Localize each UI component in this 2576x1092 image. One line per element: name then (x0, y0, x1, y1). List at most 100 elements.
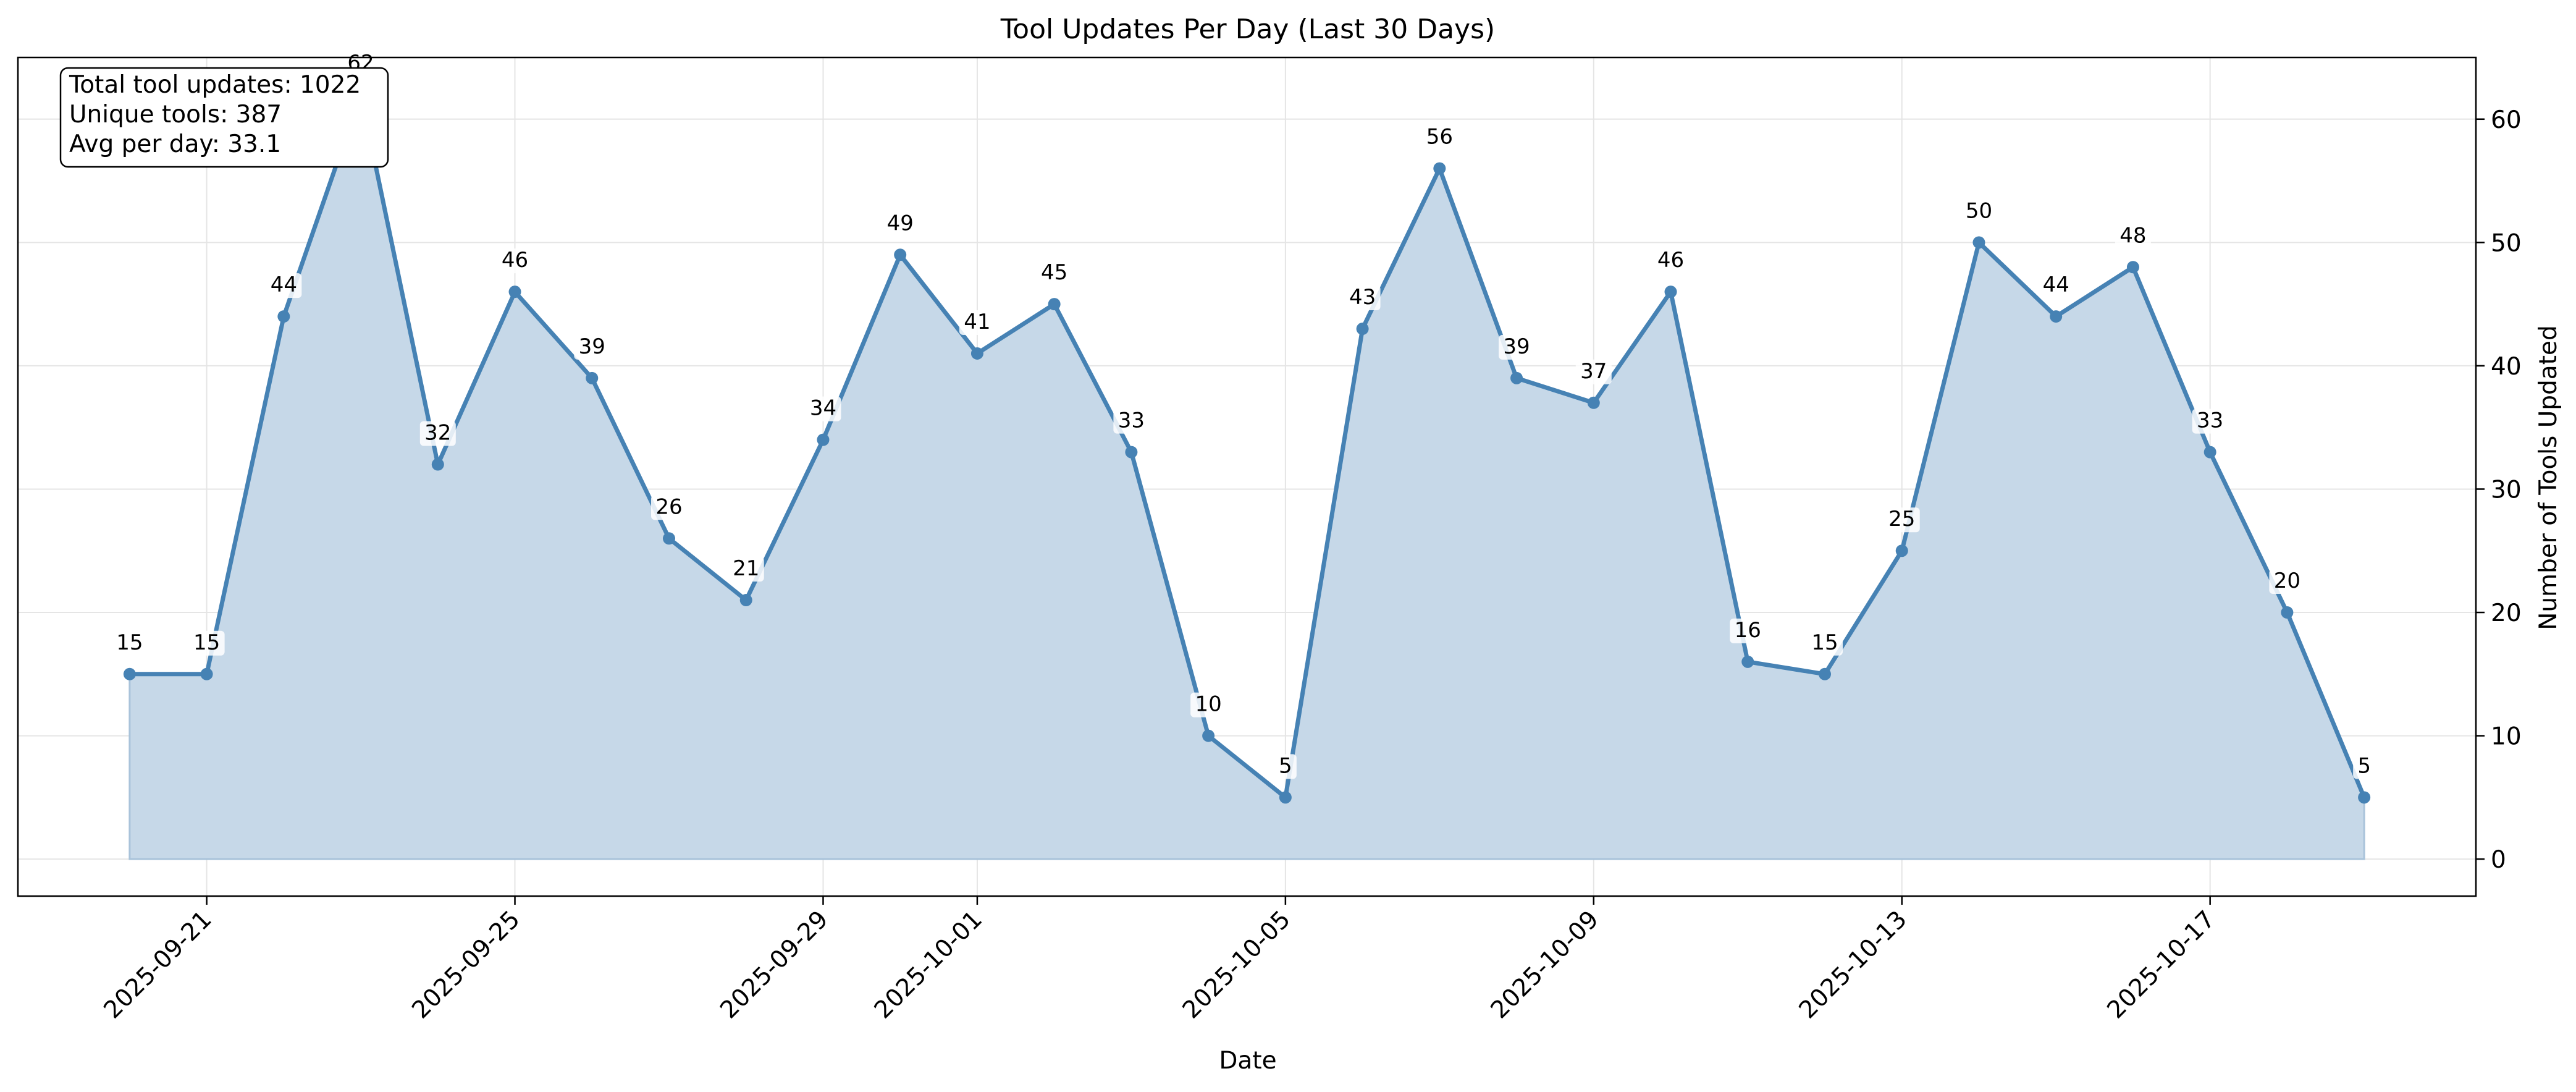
data-label: 33 (2197, 408, 2223, 433)
stats-box-frame (59, 67, 389, 168)
data-point (662, 532, 675, 545)
y-tick-label: 20 (2491, 599, 2522, 627)
data-label-bg (1344, 286, 1381, 311)
stats-unique-tools: Unique tools: 387 (69, 101, 282, 129)
data-point (1433, 162, 1446, 175)
x-axis-label: Date (1219, 1047, 1276, 1075)
data-label-bg (419, 421, 456, 446)
data-point (1510, 371, 1523, 384)
x-tick-label: 2025-09-29 (715, 905, 833, 1024)
data-point (586, 371, 599, 384)
data-label: 48 (2119, 223, 2146, 248)
data-label: 5 (2357, 753, 2371, 778)
x-tick-label: 2025-09-25 (407, 905, 526, 1024)
data-point (1125, 446, 1138, 459)
data-label: 46 (502, 248, 528, 273)
data-point (200, 667, 213, 680)
data-point (2126, 261, 2139, 274)
x-tick-label: 2025-10-05 (1177, 905, 1296, 1024)
x-tick-label: 2025-10-09 (1486, 905, 1604, 1024)
stats-box: Total tool updates: 1022 Unique tools: 3… (59, 67, 389, 168)
plot-area (17, 56, 2477, 897)
data-label: 15 (193, 630, 220, 655)
data-label-bg (188, 630, 225, 656)
data-point (277, 310, 290, 323)
data-point (2203, 446, 2216, 459)
data-point (1819, 667, 1832, 680)
chart-title: Tool Updates Per Day (Last 30 Days) (1000, 14, 1495, 45)
data-point (970, 347, 983, 360)
data-point (2050, 310, 2063, 323)
data-label-bg (111, 630, 148, 656)
data-label-bg (2269, 569, 2305, 595)
data-label-bg (1421, 125, 1458, 150)
x-tick-label: 2025-10-01 (869, 905, 988, 1024)
data-label-bg (882, 211, 919, 237)
y-tick-label: 10 (2491, 723, 2522, 751)
data-label-bg (728, 557, 764, 582)
stats-total-updates: Total tool updates: 1022 (69, 71, 361, 99)
y-tick-label: 0 (2491, 846, 2506, 874)
data-label: 15 (1811, 630, 1838, 655)
data-point (1664, 286, 1677, 298)
data-point (1202, 729, 1215, 742)
data-label: 39 (579, 334, 605, 359)
data-label-bg (805, 396, 841, 421)
data-label: 16 (1735, 618, 1761, 643)
data-label: 41 (964, 310, 990, 334)
data-label: 32 (424, 421, 451, 446)
data-label-bg (574, 334, 610, 360)
data-point (508, 286, 521, 298)
y-tick-label: 60 (2491, 106, 2522, 134)
y-axis-ticks: 0 10 20 30 40 50 60 (2476, 106, 2522, 874)
x-tick-label: 2025-10-17 (2102, 905, 2221, 1024)
data-label: 43 (1349, 285, 1376, 310)
data-point (123, 667, 136, 680)
data-point (817, 433, 830, 446)
data-point (1587, 396, 1600, 409)
data-label: 26 (655, 494, 682, 519)
series-line (129, 92, 2367, 800)
data-label: 39 (1503, 334, 1530, 359)
x-tick-label: 2025-09-21 (99, 905, 217, 1024)
data-point (1279, 791, 1292, 804)
data-label: 33 (1118, 408, 1145, 433)
y-tick-label: 30 (2491, 476, 2522, 504)
stats-avg-per-day: Avg per day: 33.1 (69, 130, 281, 158)
data-label: 5 (1279, 753, 1292, 778)
data-point (894, 248, 907, 261)
data-label-bg (2115, 224, 2151, 249)
data-label: 34 (810, 396, 836, 421)
area-fill (128, 91, 2365, 860)
data-label-bg (650, 495, 687, 520)
data-label: 45 (1041, 260, 1067, 285)
data-label: 50 (1966, 198, 1992, 223)
data-label: 46 (1657, 248, 1684, 273)
data-point (739, 594, 752, 607)
data-label-bg (1113, 408, 1150, 434)
data-label-bg (2192, 408, 2228, 434)
data-label: 20 (2274, 569, 2300, 593)
data-label-bg (1652, 248, 1689, 274)
data-label: 21 (733, 556, 759, 581)
data-labels: 15 15446232463926213449414533105435639374… (111, 51, 2376, 779)
data-point (1741, 655, 1754, 668)
data-point (431, 458, 444, 471)
y-tick-label: 50 (2491, 229, 2522, 257)
data-label: 49 (887, 211, 914, 235)
y-tick-label: 40 (2491, 353, 2522, 381)
data-point (1972, 236, 1985, 249)
data-label-bg (2038, 273, 2074, 298)
data-label: 10 (1195, 692, 1222, 717)
data-label-bg (1807, 630, 1843, 656)
data-point (2358, 791, 2371, 804)
data-label-bg (1274, 754, 1297, 779)
data-label: 44 (2043, 273, 2069, 297)
data-point (2281, 606, 2294, 619)
x-axis-ticks: 2025-09-21 2025-09-25 2025-09-29 2025-10-01… (99, 896, 2221, 1024)
data-label: 25 (1888, 507, 1915, 531)
data-label-bg (1730, 618, 1766, 643)
data-point (1048, 298, 1061, 311)
data-label: 37 (1580, 359, 1607, 384)
